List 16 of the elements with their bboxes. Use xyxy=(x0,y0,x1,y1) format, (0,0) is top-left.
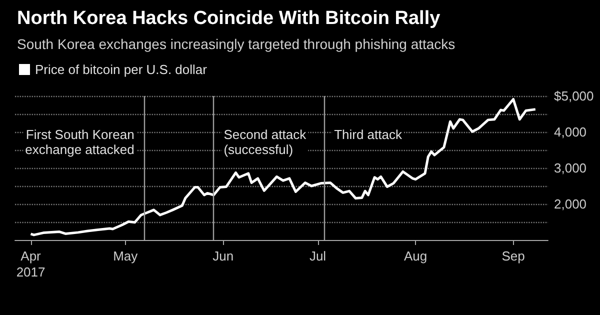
chart-title: North Korea Hacks Coincide With Bitcoin Rally xyxy=(17,8,441,29)
ref-line-label: Third attack xyxy=(334,127,402,142)
ref-line-label: Second attack (successful) xyxy=(224,127,307,157)
chart-subtitle: South Korea exchanges increasingly targeted through phishing attacks xyxy=(17,36,456,52)
y-tick-label: 4,000 xyxy=(554,124,587,140)
x-tick-label: Apr 2017 xyxy=(16,248,46,280)
x-tick-label: Jul xyxy=(309,248,326,264)
legend-label: Price of bitcoin per U.S. dollar xyxy=(35,62,208,77)
y-tick-label: 2,000 xyxy=(554,196,587,212)
ref-line-label: First South Korean exchange attacked xyxy=(25,127,134,157)
x-tick-label: Aug xyxy=(404,248,428,264)
y-tick-label: $5,000 xyxy=(554,88,594,104)
x-tick-label: May xyxy=(113,248,138,264)
x-tick-label: Jun xyxy=(212,248,234,264)
y-tick-label: 3,000 xyxy=(554,160,587,176)
x-tick-label: Sep xyxy=(502,248,525,264)
